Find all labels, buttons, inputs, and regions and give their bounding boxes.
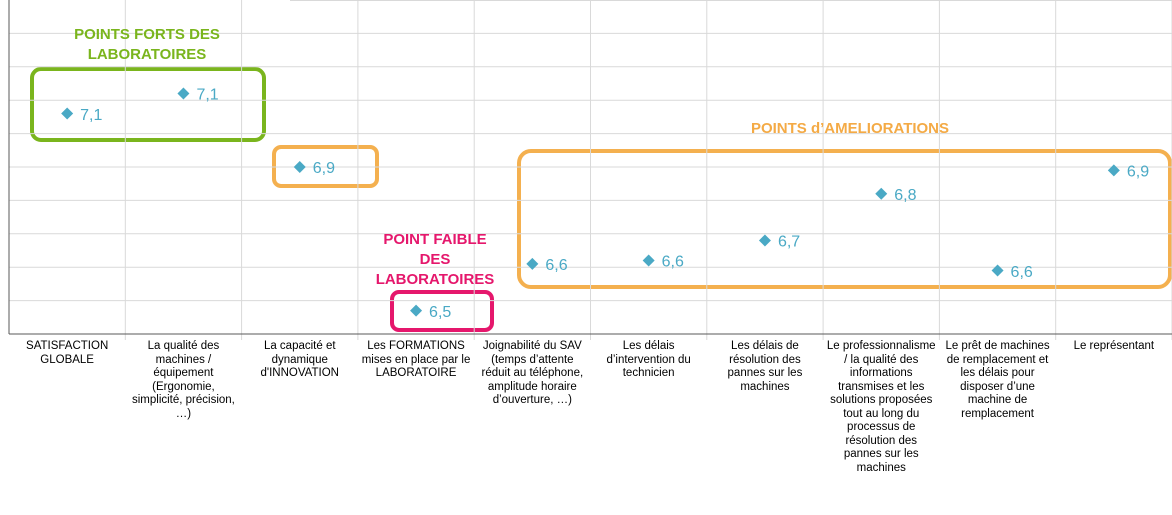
x-tick-label: La qualité des machines / équipement (Er…: [131, 340, 235, 420]
data-label: 6,7: [778, 234, 800, 251]
improve-box: [517, 149, 1172, 289]
dot-marker: [293, 161, 306, 173]
x-tick-label: SATISFACTION GLOBALE: [26, 340, 109, 366]
x-tick-label: Les FORMATIONS mises en place par le LAB…: [361, 340, 471, 379]
data-label: 6,9: [313, 160, 335, 177]
dot-marker: [1107, 164, 1120, 177]
annotation: POINTS FORTS DES: [74, 26, 220, 43]
data-label: 6,9: [1127, 164, 1149, 181]
annotation: LABORATOIRES: [88, 46, 207, 63]
x-tick-label: Le prêt de machines de remplacement et l…: [945, 340, 1050, 420]
data-label: 7,1: [196, 87, 218, 104]
x-tick-label: Le représentant: [1073, 340, 1155, 352]
dot-marker: [410, 304, 423, 317]
annotation: POINTS d’AMELIORATIONS: [751, 120, 949, 137]
annotation: DES: [420, 251, 451, 268]
dot-marker: [642, 254, 655, 267]
data-label: 6,5: [429, 304, 451, 321]
strength-box: [30, 67, 266, 142]
dot-marker: [526, 257, 539, 270]
x-tick-label: Les délais de résolution des pannes sur …: [727, 340, 803, 393]
x-tick-label: La capacité et dynamique d'INNOVATION: [260, 340, 339, 379]
weakness-box: [390, 290, 494, 332]
dot-marker: [875, 187, 888, 200]
dot-marker: [758, 234, 771, 247]
x-tick-label: Les délais d’intervention du technicien: [606, 340, 691, 379]
dot-marker: [177, 87, 190, 100]
x-tick-label: Joignabilité du SAV (temps d’attente réd…: [481, 340, 584, 406]
data-label: 6,6: [662, 254, 684, 271]
annotation: POINT FAIBLE: [383, 231, 486, 248]
data-label: 6,6: [1011, 264, 1033, 281]
dot-marker: [61, 107, 74, 120]
data-label: 7,1: [80, 107, 102, 124]
data-label: 6,6: [545, 257, 567, 274]
dot-marker: [991, 264, 1004, 277]
annotation: LABORATOIRES: [376, 271, 495, 288]
x-tick-label: Le professionnalisme / la qualité des in…: [826, 340, 936, 474]
data-label: 6,8: [894, 187, 916, 204]
